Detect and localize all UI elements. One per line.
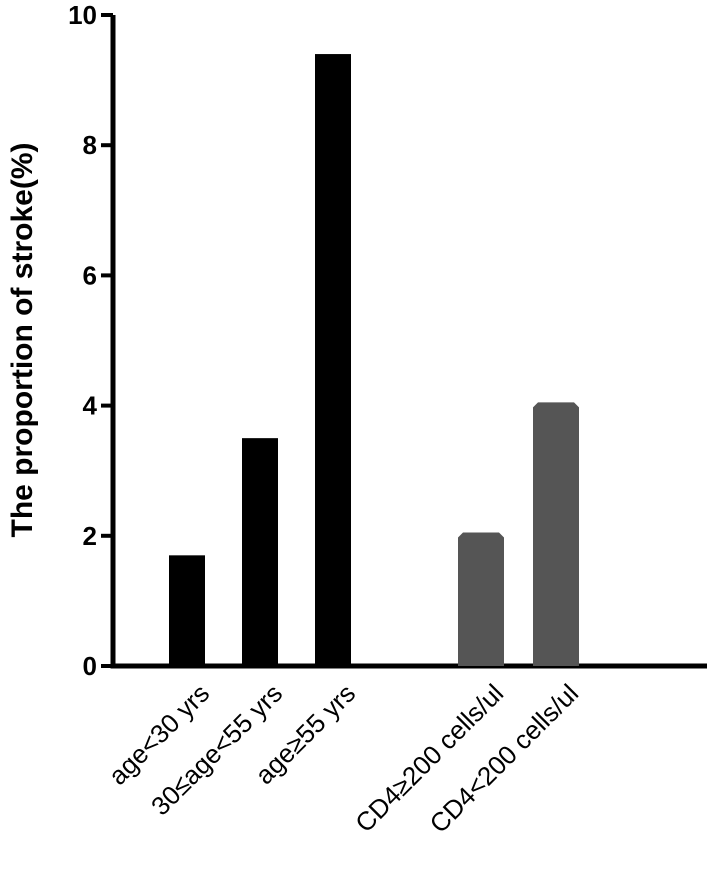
y-tick-label: 4 bbox=[83, 391, 98, 421]
y-tick-label: 8 bbox=[83, 130, 97, 160]
y-ticks: 0 2 4 6 8 10 bbox=[68, 0, 113, 681]
axes bbox=[110, 15, 707, 669]
bar bbox=[242, 438, 278, 666]
y-tick-label: 2 bbox=[83, 521, 97, 551]
y-tick-label: 6 bbox=[83, 260, 97, 290]
bar bbox=[458, 532, 504, 666]
bar bbox=[533, 402, 579, 666]
bar bbox=[315, 54, 351, 667]
y-tick-label: 0 bbox=[83, 651, 97, 681]
y-axis-label: The proportion of stroke(%) bbox=[6, 143, 39, 538]
y-tick-label: 10 bbox=[68, 0, 97, 30]
bar bbox=[169, 555, 205, 666]
x-tick-label: 30≤age<55 yrs bbox=[145, 678, 288, 821]
bars bbox=[169, 54, 579, 667]
